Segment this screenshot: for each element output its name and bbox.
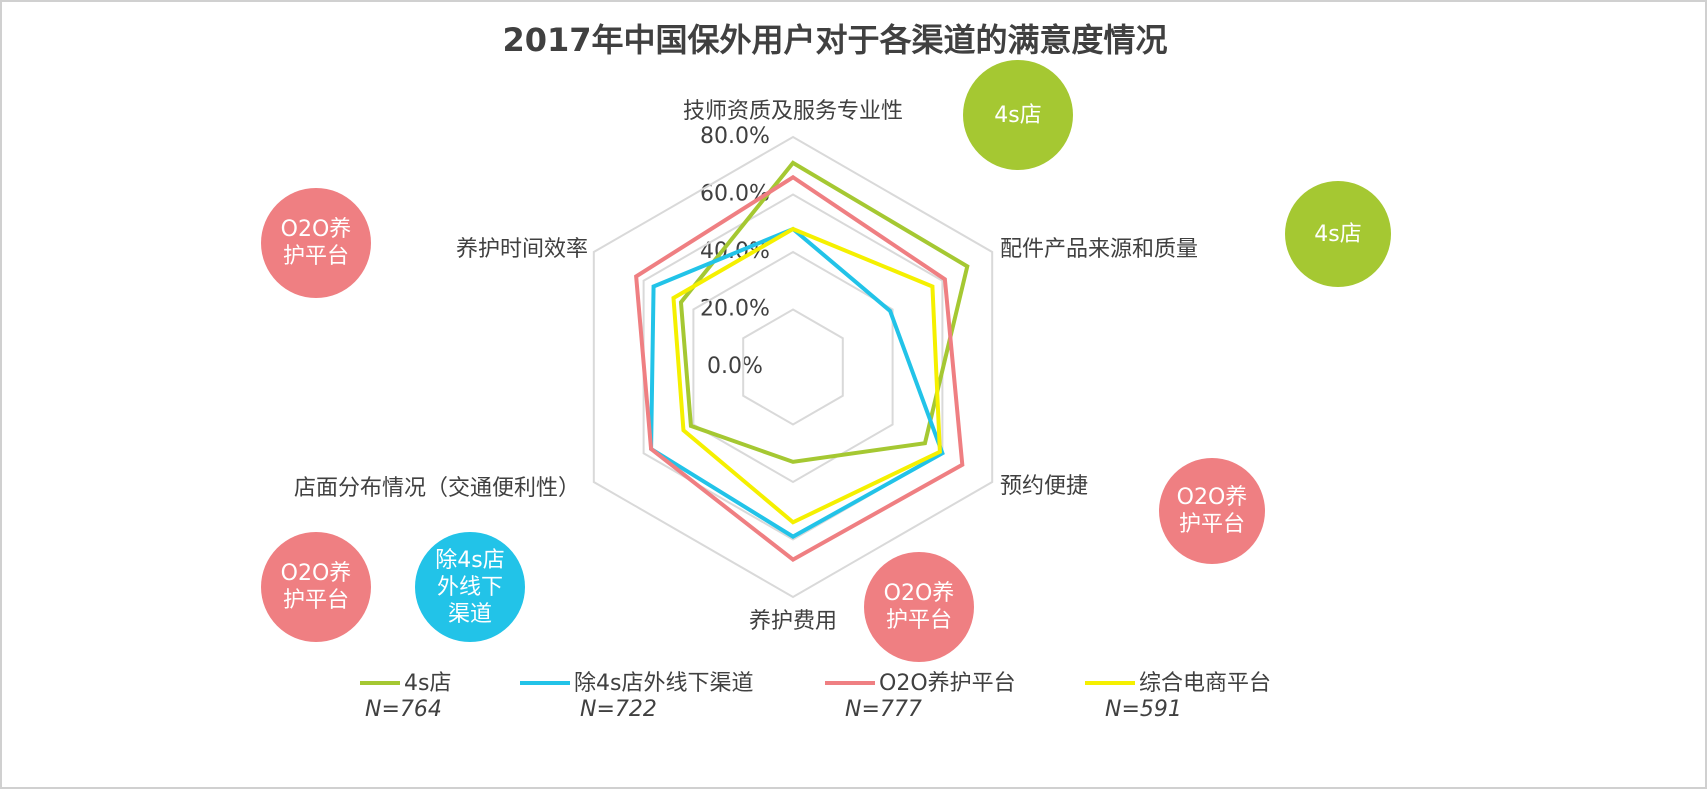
annotation-bubble: O2O养护平台 bbox=[1159, 458, 1265, 564]
annotation-text: O2O养护平台 bbox=[1176, 485, 1248, 537]
legend-label: 4s店 bbox=[404, 671, 451, 696]
legend-n: N=764 bbox=[365, 697, 442, 722]
tick-label: 20.0% bbox=[700, 297, 770, 322]
axis-label: 养护时间效率 bbox=[456, 237, 588, 262]
annotation-bubble: 4s店 bbox=[1285, 181, 1391, 287]
axis-label: 养护费用 bbox=[749, 609, 837, 634]
annotation-text: O2O养护平台 bbox=[280, 217, 352, 269]
annotation-text: 4s店 bbox=[994, 102, 1042, 128]
grid-ring bbox=[692, 250, 894, 484]
tick-label: 0.0% bbox=[707, 354, 763, 379]
series-line bbox=[634, 174, 965, 563]
series-line bbox=[678, 160, 970, 464]
legend-n: N=722 bbox=[580, 697, 657, 722]
annotation-text: 4s店 bbox=[1314, 221, 1362, 247]
annotation-bubble: 4s店 bbox=[963, 60, 1073, 170]
series-line bbox=[671, 226, 942, 525]
grid-ring bbox=[642, 193, 944, 541]
axis-label: 预约便捷 bbox=[1000, 474, 1088, 499]
legend-label: 除4s店外线下渠道 bbox=[574, 671, 753, 696]
grid-ring bbox=[742, 308, 844, 426]
annotation-bubble: 除4s店外线下渠道 bbox=[415, 532, 525, 642]
annotation-text: 除4s店外线下渠道 bbox=[435, 547, 505, 627]
axis-label: 技师资质及服务专业性 bbox=[683, 99, 903, 124]
legend-label: 综合电商平台 bbox=[1139, 671, 1271, 696]
annotation-bubble: O2O养护平台 bbox=[261, 532, 371, 642]
legend-n: N=591 bbox=[1105, 697, 1182, 722]
legend-label: O2O养护平台 bbox=[879, 671, 1016, 696]
annotation-text: O2O养护平台 bbox=[280, 561, 352, 613]
annotation-text: O2O养护平台 bbox=[883, 581, 955, 633]
chart-title: 2017年中国保外用户对于各渠道的满意度情况 bbox=[502, 21, 1167, 59]
tick-label: 80.0% bbox=[700, 124, 770, 149]
series-line bbox=[649, 226, 945, 539]
annotation-bubble: O2O养护平台 bbox=[261, 188, 371, 298]
axis-label: 店面分布情况（交通便利性） bbox=[294, 476, 580, 501]
tick-label: 60.0% bbox=[700, 182, 770, 207]
legend-n: N=777 bbox=[845, 697, 922, 722]
annotation-bubble: O2O养护平台 bbox=[864, 552, 974, 662]
grid-ring bbox=[592, 135, 994, 599]
axis-label: 配件产品来源和质量 bbox=[1000, 237, 1198, 262]
